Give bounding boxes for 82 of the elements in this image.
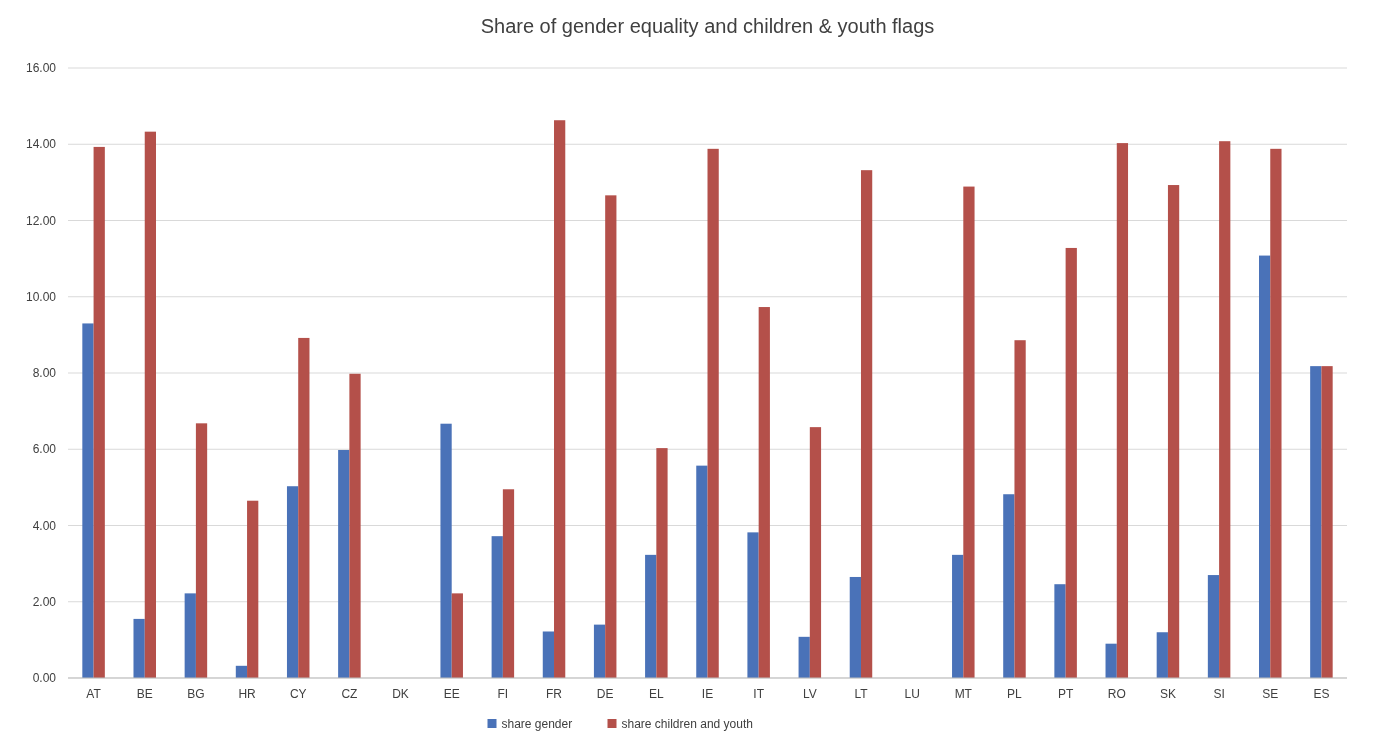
bar [1054,584,1066,678]
x-tick-label: CZ [341,687,358,701]
legend-label: share gender [501,717,573,731]
bar [144,131,156,678]
bar [133,618,145,678]
bar [1207,575,1220,678]
x-tick-label: FR [546,687,563,701]
bar [298,337,310,678]
bar [798,636,810,678]
bar [491,536,503,678]
bar [860,170,873,678]
x-tick-label: DK [392,687,409,701]
x-tick-label: PT [1057,687,1074,701]
bar [286,486,299,678]
bar [1321,366,1333,678]
bar [849,576,861,678]
x-tick-label: MT [954,687,973,701]
x-tick-label: PL [1007,687,1023,701]
x-tick-label: FI [497,687,509,701]
x-tick-label: AT [86,687,102,701]
bar [195,423,208,678]
bar [502,489,515,678]
x-tick-label: RO [1107,687,1126,701]
x-tick-label: EL [649,687,664,701]
bar [1270,148,1282,678]
x-tick-label: IE [701,687,714,701]
chart-title: Share of gender equality and children & youth flags [480,15,935,37]
y-tick-label: 16.00 [25,61,57,76]
bar [963,186,975,678]
x-tick-label: ES [1313,687,1330,701]
bar [758,307,770,678]
bar [593,624,606,678]
bar [656,448,668,678]
x-tick-label: SK [1159,687,1176,701]
bar [696,465,708,678]
x-tick-label: DE [596,687,614,701]
x-tick-label: LV [802,687,817,701]
bar [184,593,196,678]
bar [1167,185,1180,678]
x-tick-label: LT [854,687,869,701]
x-tick-label: CY [289,687,307,701]
bar [1219,141,1231,678]
legend-label: share children and youth [621,717,753,731]
bar [1310,366,1322,678]
y-tick-label: 2.00 [32,594,57,609]
bar [542,631,555,678]
y-tick-label: 0.00 [32,671,57,686]
bar [93,146,105,678]
x-tick-label: EE [443,687,460,701]
bar [1105,643,1117,678]
bar [952,554,964,678]
bar [440,423,452,678]
y-tick-label: 6.00 [32,442,57,457]
bar [338,450,350,678]
y-tick-label: 4.00 [32,518,57,533]
y-tick-label: 10.00 [25,289,57,304]
y-tick-label: 8.00 [32,366,57,381]
bar [1116,143,1129,678]
x-tick-label: SI [1213,687,1225,701]
x-tick-label: LU [904,687,920,701]
bar [809,427,822,678]
bar [645,554,657,678]
x-tick-label: IT [753,687,765,701]
x-tick-label: BE [136,687,153,701]
x-tick-label: HR [238,687,257,701]
y-tick-label: 14.00 [25,137,57,152]
bar [349,373,361,678]
bar [707,148,719,678]
y-tick-label: 12.00 [25,213,57,228]
bar [605,195,617,678]
bar [554,120,566,678]
x-tick-label: SE [1262,687,1279,701]
bar [451,593,463,678]
x-tick-label: BG [187,687,205,701]
bar [1014,340,1026,678]
bar [1065,247,1077,678]
bar [1259,255,1271,678]
bar [1003,494,1015,678]
bar [82,323,94,678]
bar [747,532,759,678]
bar [247,500,259,678]
bar [1156,632,1168,678]
